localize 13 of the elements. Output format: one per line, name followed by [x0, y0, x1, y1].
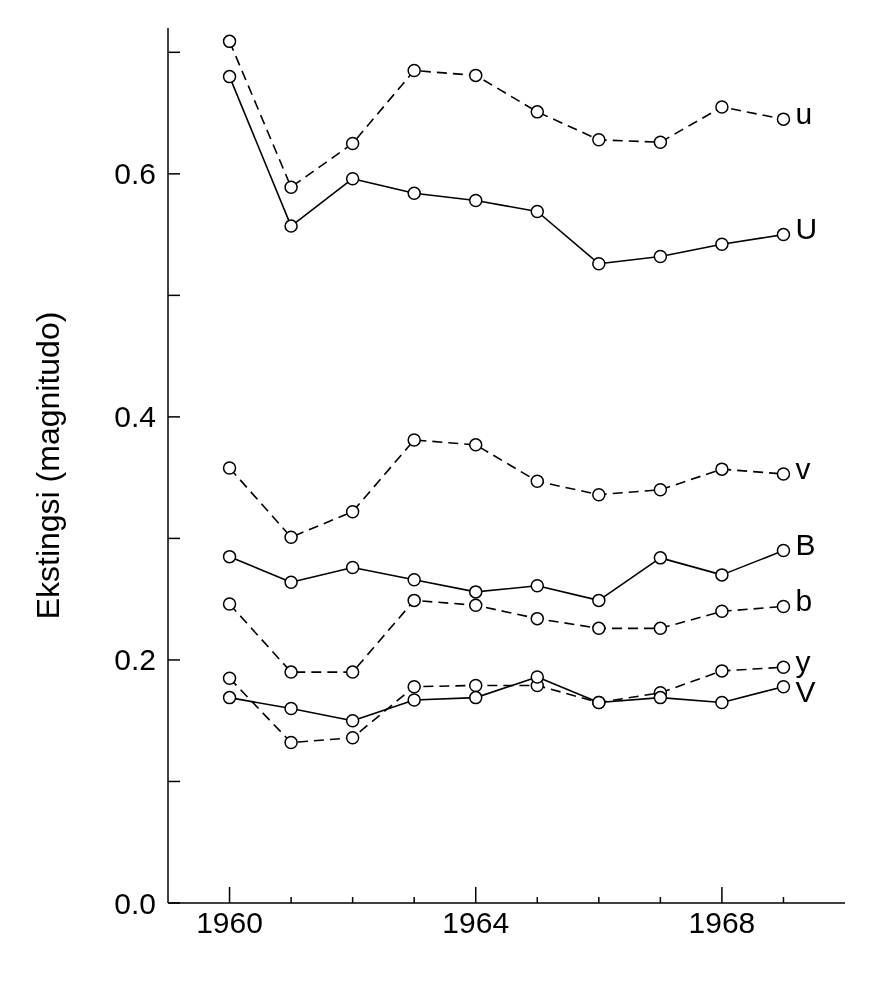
- x-tick-label: 1964: [442, 906, 510, 939]
- series-label: b: [795, 583, 813, 617]
- series-label: U: [795, 212, 818, 246]
- series-label: v: [795, 451, 811, 485]
- series-label: u: [795, 96, 813, 130]
- series-label: B: [795, 528, 816, 562]
- x-tick-label: 1960: [196, 906, 263, 939]
- y-tick-label: 0.4: [114, 400, 156, 434]
- y-tick-label: 0.2: [114, 643, 156, 677]
- y-tick-label: 0.0: [114, 886, 156, 920]
- x-tick-label: 1968: [688, 906, 756, 939]
- y-axis-title: Ekstingsi (magnitudo): [30, 311, 67, 620]
- y-tick-label: 0.6: [114, 157, 156, 191]
